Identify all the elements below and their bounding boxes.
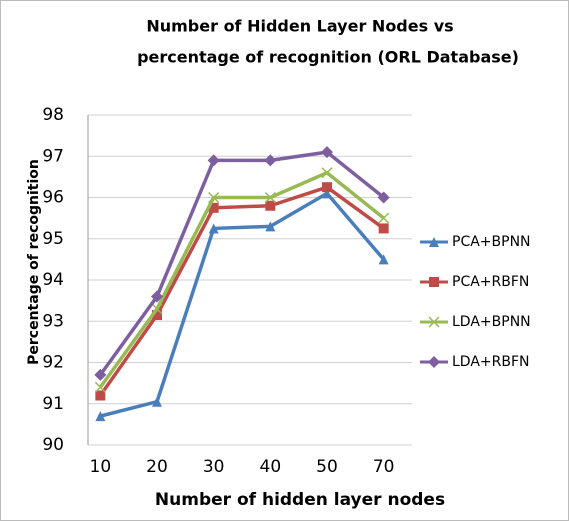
x-tick-label: 10 [90, 457, 112, 477]
marker [322, 188, 332, 199]
marker [264, 154, 277, 167]
marker [322, 182, 332, 193]
legend-label: PCA+BPNN [452, 234, 531, 250]
marker [94, 381, 106, 393]
marker [321, 146, 333, 159]
marker [152, 396, 162, 407]
marker [378, 223, 389, 234]
x-tick-label: 20 [146, 457, 168, 477]
y-tick-label: 96 [42, 188, 64, 208]
marker [207, 154, 220, 167]
x-tick-label: 40 [260, 457, 282, 477]
marker [152, 310, 162, 321]
marker [265, 221, 276, 232]
legend-label: PCA+RBFN [452, 274, 529, 290]
marker [95, 411, 106, 422]
y-tick-label: 95 [42, 229, 64, 249]
marker [264, 191, 276, 204]
y-tick-label: 90 [42, 435, 64, 455]
marker [208, 191, 220, 204]
y-axis-label: Percentage of recognition [26, 159, 42, 365]
y-tick-label: 91 [42, 394, 64, 414]
marker [429, 277, 439, 287]
x-axis-label: Number of hidden layer nodes [155, 490, 445, 510]
marker [151, 303, 163, 315]
series-line [98, 185, 385, 397]
x-tick-label: 30 [203, 457, 225, 477]
marker [377, 191, 390, 204]
marker [265, 200, 276, 211]
y-tick-label: 97 [42, 146, 64, 166]
legend-label: LDA+BPNN [452, 314, 531, 330]
marker [428, 356, 440, 368]
series-line [99, 191, 385, 418]
marker [378, 254, 389, 265]
y-tick-label: 92 [42, 353, 64, 373]
y-tick-label: 93 [42, 311, 64, 331]
marker [378, 212, 390, 224]
marker [321, 167, 333, 179]
series-line [98, 171, 385, 389]
x-tick-label: 50 [316, 457, 338, 477]
chart-title: Number of Hidden Layer Nodes vs [146, 17, 453, 36]
marker [208, 223, 219, 234]
y-tick-label: 94 [42, 270, 64, 290]
marker [151, 290, 163, 303]
series-line [98, 150, 385, 376]
marker [94, 368, 107, 381]
marker [429, 237, 439, 247]
legend-label: LDA+RBFN [452, 354, 530, 370]
chart-title: percentage of recognition (ORL Database) [137, 48, 519, 67]
marker [428, 316, 440, 328]
marker [95, 390, 106, 401]
marker [208, 202, 219, 213]
y-tick-label: 98 [42, 105, 64, 125]
x-tick-label: 70 [373, 457, 395, 477]
